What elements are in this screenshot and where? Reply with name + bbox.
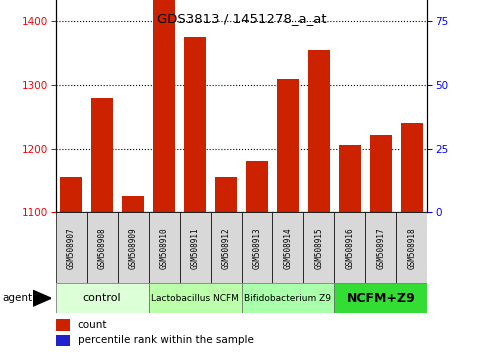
Polygon shape [33,290,51,306]
FancyBboxPatch shape [149,212,180,283]
Bar [370,135,392,212]
Bar [60,177,82,212]
FancyBboxPatch shape [56,283,149,313]
Text: GSM508909: GSM508909 [128,227,138,269]
Text: GSM508911: GSM508911 [190,227,199,269]
Text: GSM508914: GSM508914 [284,227,293,269]
Bar [122,196,144,212]
FancyBboxPatch shape [86,212,117,283]
Text: GSM508918: GSM508918 [408,227,416,269]
Bar [246,161,268,212]
Text: GSM508910: GSM508910 [159,227,169,269]
Text: agent: agent [2,293,32,303]
FancyBboxPatch shape [366,212,397,283]
Text: NCFM+Z9: NCFM+Z9 [347,292,415,305]
Text: GSM508908: GSM508908 [98,227,107,269]
FancyBboxPatch shape [211,212,242,283]
FancyBboxPatch shape [303,212,334,283]
FancyBboxPatch shape [56,212,86,283]
Bar [401,123,423,212]
Text: GSM508907: GSM508907 [67,227,75,269]
Text: GSM508916: GSM508916 [345,227,355,269]
Text: GSM508917: GSM508917 [376,227,385,269]
Text: percentile rank within the sample: percentile rank within the sample [78,335,254,346]
FancyBboxPatch shape [334,283,427,313]
Bar [153,0,175,212]
Bar [215,177,237,212]
Text: Lactobacillus NCFM: Lactobacillus NCFM [151,294,239,303]
Bar [91,98,113,212]
Bar [56,319,70,331]
Text: Bifidobacterium Z9: Bifidobacterium Z9 [244,294,331,303]
FancyBboxPatch shape [334,212,366,283]
Bar [56,335,70,346]
Text: count: count [78,320,107,330]
Text: GDS3813 / 1451278_a_at: GDS3813 / 1451278_a_at [156,12,327,25]
Bar [184,37,206,212]
FancyBboxPatch shape [117,212,149,283]
FancyBboxPatch shape [149,283,242,313]
Text: GSM508913: GSM508913 [253,227,261,269]
FancyBboxPatch shape [272,212,303,283]
FancyBboxPatch shape [242,212,272,283]
Bar [339,145,361,212]
Bar [277,79,299,212]
Bar [308,50,330,212]
Text: GSM508915: GSM508915 [314,227,324,269]
FancyBboxPatch shape [242,283,334,313]
Text: GSM508912: GSM508912 [222,227,230,269]
Text: control: control [83,293,121,303]
FancyBboxPatch shape [180,212,211,283]
FancyBboxPatch shape [397,212,427,283]
